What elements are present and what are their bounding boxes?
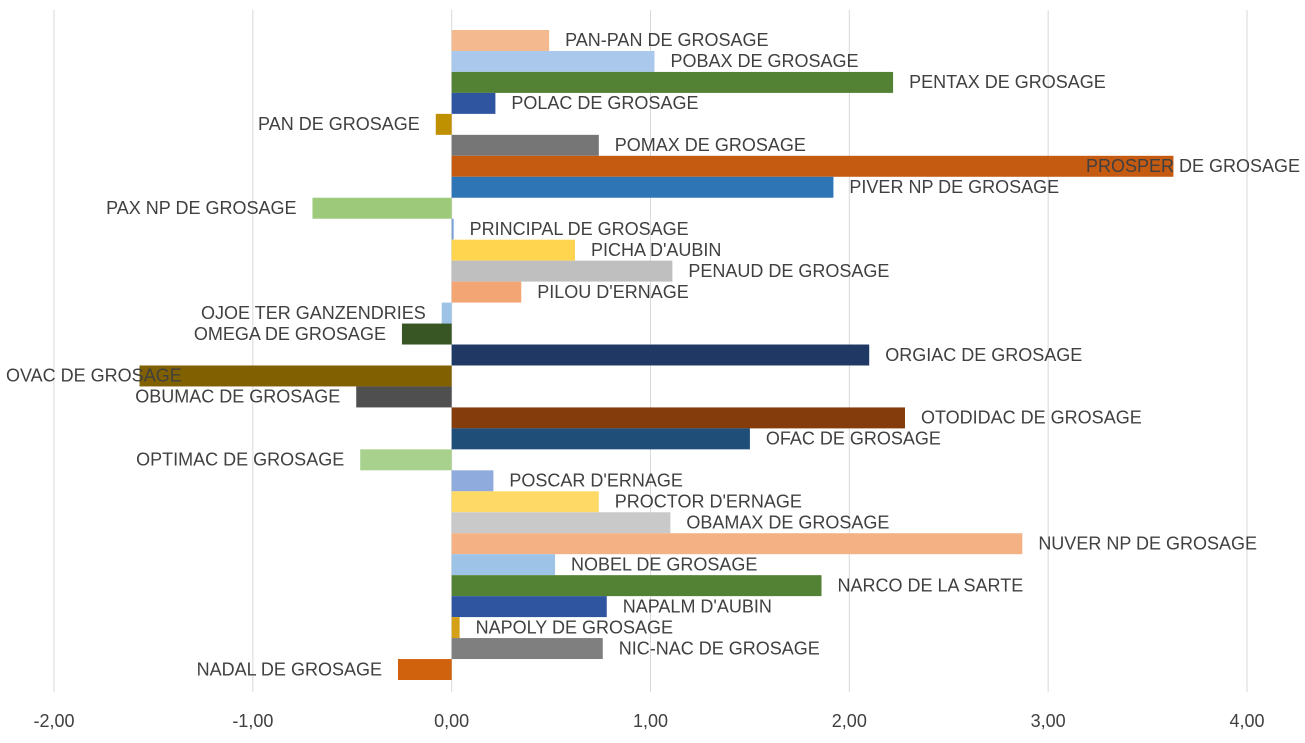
bar (312, 197, 452, 219)
x-tick-label: 0,00 (434, 711, 469, 731)
bar (451, 533, 1023, 555)
x-tick-label: 1,00 (633, 711, 668, 731)
bar-label: OFAC DE GROSAGE (766, 429, 941, 449)
bar-label: NARCO DE LA SARTE (837, 575, 1023, 595)
bar (451, 554, 556, 576)
bar-label: PROSPER DE GROSAGE (1086, 156, 1300, 176)
bar-label: PILOU D'ERNAGE (537, 282, 688, 302)
bar-label: NADAL DE GROSAGE (197, 659, 382, 679)
bar-label: POSCAR D'ERNAGE (509, 471, 682, 491)
bar (451, 281, 522, 303)
bar (451, 491, 599, 513)
bar-label: OBAMAX DE GROSAGE (686, 512, 889, 532)
bar-label: PIVER NP DE GROSAGE (849, 177, 1059, 197)
bar (451, 155, 1174, 177)
bar (451, 260, 673, 282)
bar-label: PROCTOR D'ERNAGE (615, 492, 802, 512)
bar (451, 617, 460, 639)
bar (397, 659, 452, 680)
bar-label: PENTAX DE GROSAGE (909, 72, 1106, 92)
bar-label: PRINCIPAL DE GROSAGE (470, 219, 689, 239)
bar-label: OMEGA DE GROSAGE (194, 324, 386, 344)
bar-label: POBAX DE GROSAGE (670, 51, 858, 71)
bar (451, 218, 454, 240)
x-tick-label: 3,00 (1031, 711, 1066, 731)
bar-label: PAX NP DE GROSAGE (106, 198, 296, 218)
x-tick-label: 2,00 (832, 711, 867, 731)
bar (356, 386, 452, 408)
bar (451, 596, 607, 618)
bar-label: ORGIAC DE GROSAGE (885, 345, 1082, 365)
bar (451, 575, 822, 597)
bar-label: OVAC DE GROSAGE (6, 366, 182, 386)
bar (451, 407, 906, 429)
bar-label: NUVER NP DE GROSAGE (1038, 533, 1257, 553)
bar (451, 50, 655, 72)
bar-label: NIC-NAC DE GROSAGE (619, 638, 820, 658)
bar-label: OTODIDAC DE GROSAGE (921, 408, 1142, 428)
bar (451, 92, 496, 114)
bar (451, 71, 894, 93)
bar (451, 638, 603, 660)
bar (451, 344, 870, 366)
bar (435, 113, 452, 135)
bar (360, 449, 452, 471)
x-tick-label: -1,00 (232, 711, 273, 731)
bar-label: PAN DE GROSAGE (258, 114, 420, 134)
bar (139, 365, 452, 387)
bar (451, 470, 494, 492)
bar-label: NOBEL DE GROSAGE (571, 554, 757, 574)
x-tick-label: -2,00 (33, 711, 74, 731)
bar (451, 134, 599, 156)
bar-label: POMAX DE GROSAGE (615, 135, 806, 155)
bar (451, 428, 750, 450)
bar (401, 323, 452, 345)
bar-label: NAPALM D'AUBIN (623, 596, 772, 616)
bar-label: NAPOLY DE GROSAGE (476, 617, 673, 637)
bar-label: OPTIMAC DE GROSAGE (136, 450, 344, 470)
bar-label: POLAC DE GROSAGE (511, 93, 698, 113)
bar-label: PAN-PAN DE GROSAGE (565, 30, 768, 50)
bar-label: OBUMAC DE GROSAGE (135, 387, 340, 407)
bar (441, 302, 452, 324)
bar (451, 512, 671, 534)
bar-label: OJOE TER GANZENDRIES (201, 303, 426, 323)
bar-label: PENAUD DE GROSAGE (688, 261, 889, 281)
x-tick-label: 4,00 (1229, 711, 1264, 731)
bar (451, 239, 575, 261)
bar (451, 176, 834, 198)
bar (451, 30, 550, 51)
bar-label: PICHA D'AUBIN (591, 240, 721, 260)
